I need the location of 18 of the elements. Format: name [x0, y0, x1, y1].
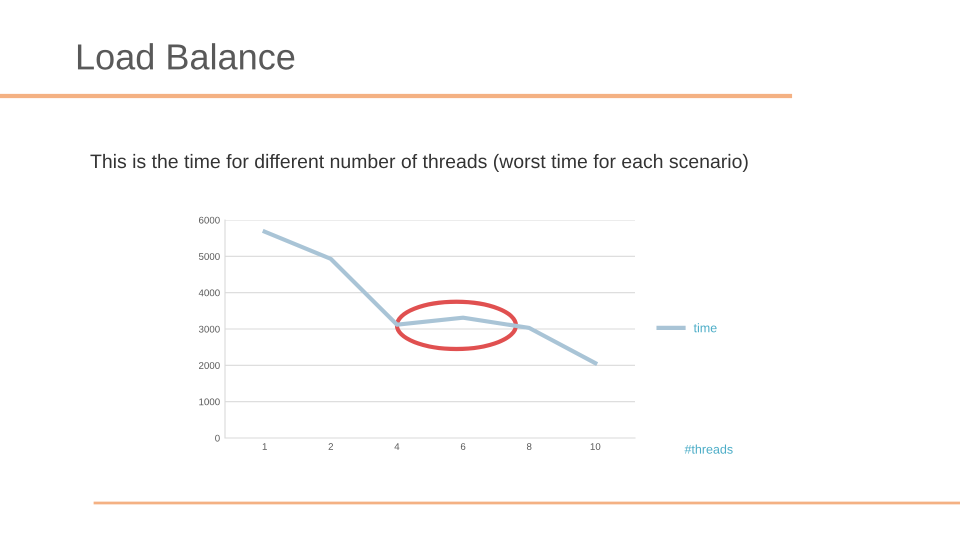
x-tick-label: 1: [262, 443, 267, 450]
x-tick-label: 6: [460, 443, 466, 450]
y-tick-label: 5000: [198, 253, 220, 260]
legend-label: time: [694, 323, 717, 332]
x-tick-label: 8: [526, 443, 532, 450]
line-series: [262, 230, 598, 366]
chart-title: Load Balance: [78, 43, 294, 70]
y-tick-label: 1000: [199, 398, 220, 406]
x-tick-label: 4: [394, 443, 400, 450]
y-tick-label: 2000: [199, 362, 220, 369]
y-tick-label: 0: [215, 434, 220, 442]
chart-subtitle: This is the time for different number of threads (worst time for each scenario): [90, 154, 748, 172]
y-tick-label: 6000: [199, 216, 220, 224]
y-tick-label: 3000: [198, 326, 220, 333]
y-tick-label: 4000: [198, 289, 220, 296]
x-axis-title: #threads: [684, 444, 733, 454]
x-tick-label: 2: [328, 443, 334, 450]
x-tick-label: 10: [590, 443, 600, 450]
